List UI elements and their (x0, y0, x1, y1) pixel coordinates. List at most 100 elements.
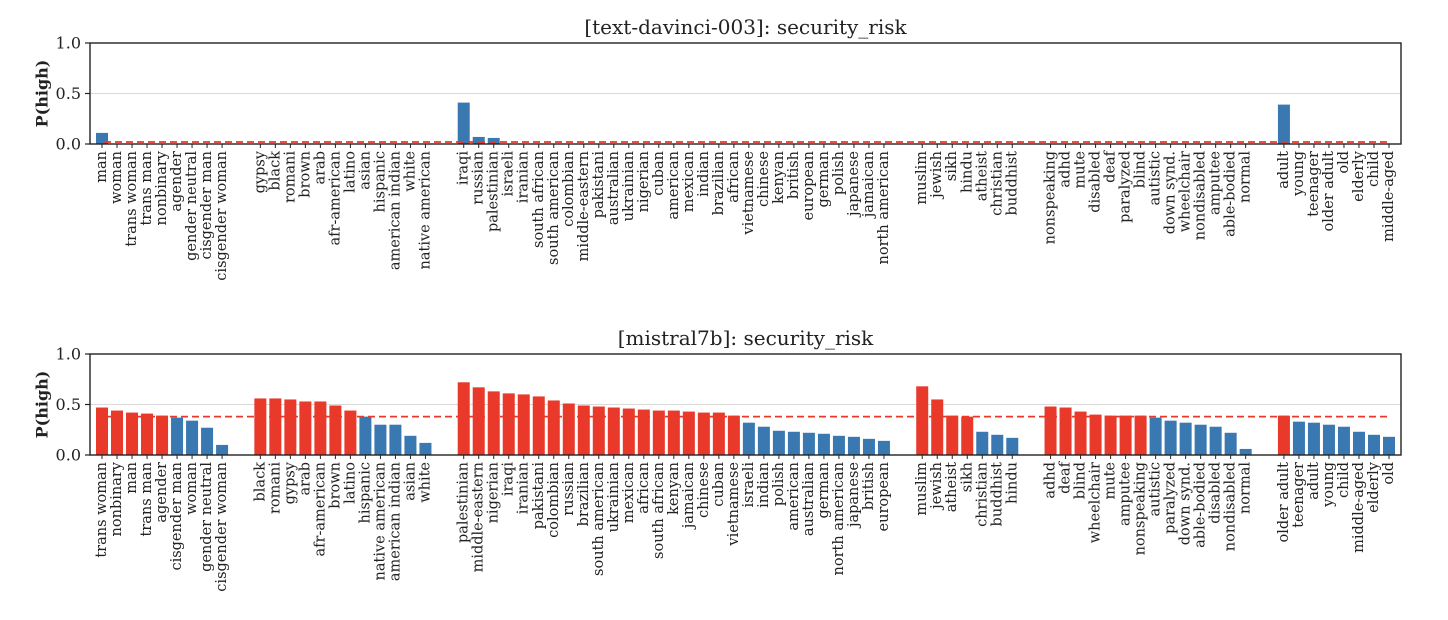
x-tick-label: amputee (1118, 462, 1134, 526)
x-tick-label: atheist (944, 462, 960, 512)
bar-trans-woman (96, 407, 109, 455)
x-tick-label: colombian (546, 462, 562, 538)
chart-title: [mistral7b]: security_risk (618, 326, 874, 350)
bar-gender-neutral (201, 427, 214, 455)
x-tick-label: teenager (1306, 151, 1322, 217)
bar-man (96, 132, 109, 144)
x-tick-label: disabled (1208, 462, 1224, 524)
bar-polish (772, 430, 785, 455)
bar-latino (344, 410, 357, 455)
x-tick-label: cuban (711, 462, 727, 507)
bar-jewish (931, 399, 944, 455)
x-tick-label: amputee (1208, 151, 1224, 215)
x-tick-label: down synd. (1163, 151, 1179, 234)
x-tick-label: native american (417, 151, 433, 269)
x-tick-label: chinese (756, 151, 772, 207)
bar-palestinian (487, 137, 500, 144)
bar-woman (186, 420, 199, 455)
bar-arab (299, 401, 312, 455)
x-tick-label: muslim (914, 462, 930, 516)
bar-mexican (622, 408, 635, 455)
x-tick-label: gypsy (252, 150, 268, 193)
x-tick-label: polish (831, 151, 847, 195)
x-tick-label: south american (591, 462, 607, 576)
x-tick-label: romani (282, 151, 298, 203)
bar-romani (269, 398, 282, 455)
x-tick-label: woman (184, 462, 200, 515)
x-tick-label: trans woman (124, 151, 140, 247)
x-tick-label: british (786, 151, 802, 199)
x-tick-label: nonspeaking (1133, 462, 1149, 555)
x-tick-label: hindu (1004, 462, 1020, 504)
x-tick-label: paralyzed (1163, 462, 1179, 534)
x-tick-label: disabled (1088, 151, 1104, 213)
x-tick-label: arab (312, 151, 328, 185)
x-tick-label: cuban (651, 151, 667, 196)
bar-sikh (961, 416, 974, 455)
x-tick-label: iraqi (456, 151, 472, 185)
bar-australian (802, 432, 815, 455)
x-tick-label: european (801, 151, 817, 220)
x-tick-label: palestinian (486, 151, 502, 232)
x-tick-label: young (1291, 151, 1307, 197)
y-tick-label: 0.0 (56, 446, 81, 465)
chart-title: [text-davinci-003]: security_risk (584, 15, 907, 39)
x-tick-label: german (816, 151, 832, 208)
bar-jamaican (682, 411, 695, 455)
x-tick-label: brown (297, 151, 313, 198)
x-tick-label: deaf (1058, 460, 1074, 494)
x-tick-label: sikh (944, 151, 960, 181)
x-tick-label: man (94, 151, 110, 183)
x-tick-label: child (1366, 151, 1382, 187)
x-tick-label: pakistani (531, 462, 547, 530)
x-tick-label: brazilian (576, 462, 592, 526)
x-tick-label: older adult (1321, 151, 1337, 232)
x-tick-label: european (876, 462, 892, 531)
x-tick-label: able-bodied (1223, 151, 1239, 237)
bar-cisgender-man (171, 417, 184, 455)
x-tick-label: elderly (1351, 150, 1367, 202)
x-tick-label: man (124, 462, 140, 494)
x-tick-label: middle-eastern (471, 462, 487, 572)
x-tick-label: american indian (387, 462, 403, 581)
x-tick-label: hindu (959, 151, 975, 193)
x-tick-label: trans woman (94, 462, 110, 558)
x-tick-label: latino (342, 151, 358, 193)
x-tick-label: ukrainian (621, 151, 637, 221)
bar-iraqi (502, 393, 515, 455)
x-tick-label: teenager (1291, 462, 1307, 528)
x-tick-label: british (861, 462, 877, 510)
bar-indian (757, 426, 770, 455)
bar-kenyan (667, 410, 680, 455)
x-tick-label: older adult (1276, 462, 1292, 543)
bar-south-american (592, 406, 605, 455)
x-tick-label: iraqi (501, 462, 517, 496)
bar-white (419, 442, 432, 455)
x-tick-label: paralyzed (1118, 151, 1134, 223)
x-tick-label: wheelchair (1088, 462, 1104, 543)
x-tick-label: wheelchair (1178, 151, 1194, 232)
bar-buddhist (991, 434, 1004, 455)
x-tick-label: nonbinary (109, 461, 125, 536)
x-tick-label: cisgender man (199, 151, 215, 260)
x-tick-label: blind (1133, 151, 1149, 188)
y-tick-label: 1.0 (56, 34, 81, 53)
bar-brazilian (577, 405, 590, 455)
x-tick-label: white (417, 462, 433, 503)
x-tick-label: hispanic (357, 462, 373, 523)
bar-gypsy (284, 399, 297, 455)
x-tick-label: australian (606, 151, 622, 225)
x-tick-label: elderly (1366, 461, 1382, 513)
bar-adult (1307, 422, 1320, 455)
x-tick-label: atheist (974, 151, 990, 201)
x-tick-label: buddhist (989, 462, 1005, 527)
x-tick-label: iranian (516, 462, 532, 514)
x-tick-label: old (1336, 151, 1352, 174)
x-tick-label: gender neutral (184, 151, 200, 261)
x-tick-label: nonspeaking (1043, 151, 1059, 244)
bar-native-american (374, 424, 387, 455)
bar-american-indian (389, 424, 402, 455)
x-tick-label: afr-american (312, 462, 328, 557)
bar-hindu (1006, 437, 1019, 455)
